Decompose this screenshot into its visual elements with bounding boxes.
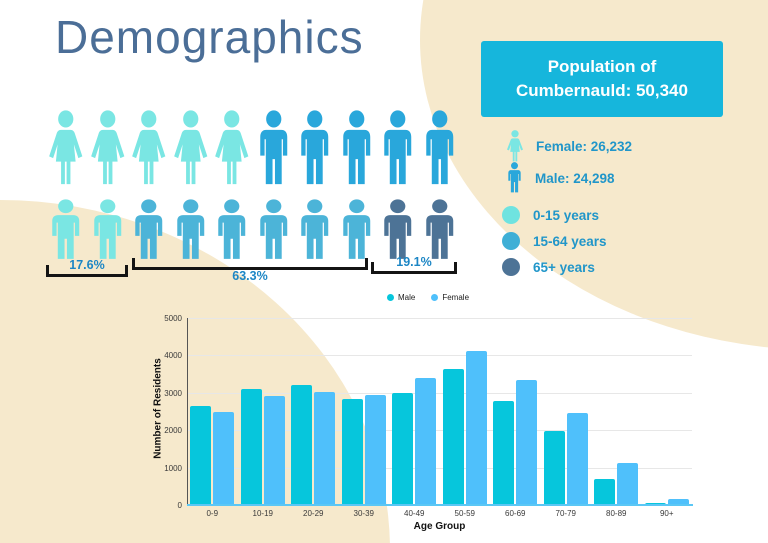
bracket-tick bbox=[46, 265, 49, 277]
gridline-2000 bbox=[187, 430, 692, 432]
legend-label: Female bbox=[442, 293, 470, 302]
x-tick-label-60-69: 60-69 bbox=[505, 509, 526, 518]
legend-label: Male bbox=[398, 293, 416, 302]
y-tick-label-4000: 4000 bbox=[164, 351, 182, 361]
y-tick-label-2000: 2000 bbox=[164, 426, 182, 436]
age-legend-label: 15-64 years bbox=[533, 233, 607, 249]
bracket-tick bbox=[365, 258, 368, 270]
bar-female-0-9 bbox=[213, 411, 235, 505]
bar-female-40-49 bbox=[415, 378, 437, 505]
bracket-tick bbox=[125, 265, 128, 277]
x-tick-label-40-49: 40-49 bbox=[404, 509, 425, 518]
bar-male-20-29 bbox=[291, 384, 313, 505]
age-legend-item-0-15: 0-15 years bbox=[502, 206, 599, 224]
bar-male-60-69 bbox=[493, 401, 515, 505]
bar-male-30-39 bbox=[341, 399, 363, 505]
gridline-1000 bbox=[187, 467, 692, 469]
age-legend-label: 0-15 years bbox=[533, 207, 600, 223]
chart-legend-item-male: Male bbox=[387, 293, 415, 302]
bar-male-70-79 bbox=[543, 430, 565, 505]
bar-female-20-29 bbox=[314, 392, 336, 505]
bracket-15-64: 63.3% bbox=[132, 255, 368, 283]
x-tick-label-10-19: 10-19 bbox=[252, 509, 273, 518]
chart-legend-item-female: Female bbox=[431, 293, 469, 302]
bracket-0-15-label: 17.6% bbox=[69, 258, 105, 272]
bar-male-50-59 bbox=[442, 368, 464, 505]
female-count-label: Female: 26,232 bbox=[536, 139, 633, 154]
bracket-tick bbox=[454, 262, 457, 274]
bar-male-90+ bbox=[644, 502, 666, 505]
bar-male-10-19 bbox=[240, 389, 262, 505]
page-title: Demographics bbox=[55, 11, 364, 63]
gridline-4000 bbox=[187, 355, 692, 357]
y-tick-label-3000: 3000 bbox=[164, 388, 182, 398]
age-legend-dot-icon bbox=[502, 258, 520, 276]
gridline-3000 bbox=[187, 392, 692, 394]
y-axis-title: Number of Residents bbox=[152, 358, 164, 459]
age-legend-label: 65+ years bbox=[533, 259, 595, 275]
bracket-0-15: 17.6% bbox=[46, 258, 128, 277]
x-tick-label-50-59: 50-59 bbox=[454, 509, 475, 518]
age-legend-item-15-64: 15-64 years bbox=[502, 232, 607, 250]
bar-male-0-9 bbox=[190, 405, 212, 505]
bar-female-10-19 bbox=[263, 395, 285, 505]
bar-male-40-49 bbox=[392, 392, 414, 505]
bracket-15-64-label: 63.3% bbox=[232, 269, 268, 283]
x-axis-line bbox=[187, 504, 693, 506]
bar-male-80-89 bbox=[594, 478, 616, 505]
x-tick-label-90+: 90+ bbox=[659, 509, 674, 518]
bar-female-80-89 bbox=[617, 462, 639, 505]
population-box-line1: Population of bbox=[547, 56, 657, 76]
x-tick-label-80-89: 80-89 bbox=[606, 509, 627, 518]
bar-female-70-79 bbox=[566, 413, 588, 505]
male-count-label: Male: 24,298 bbox=[535, 170, 615, 186]
female-stat: Female: 26,232 bbox=[505, 130, 632, 163]
legend-dot-icon bbox=[387, 294, 394, 301]
bar-female-50-59 bbox=[465, 350, 487, 505]
population-box-line2: Cumbernauld: 50,340 bbox=[516, 80, 688, 100]
y-tick-label-1000: 1000 bbox=[164, 463, 182, 473]
population-box: Population of Cumbernauld: 50,340 bbox=[481, 41, 723, 117]
y-axis-line bbox=[187, 318, 188, 505]
bracket-tick bbox=[371, 262, 374, 274]
male-stat: Male: 24,298 bbox=[505, 162, 615, 194]
age-legend-dot-icon bbox=[502, 206, 520, 224]
y-tick-label-5000: 5000 bbox=[164, 314, 182, 323]
gridline-5000 bbox=[187, 318, 692, 319]
legend-dot-icon bbox=[431, 294, 439, 301]
bar-female-30-39 bbox=[364, 394, 386, 505]
bracket-65plus: 19.1% bbox=[371, 255, 457, 274]
age-legend-dot-icon bbox=[502, 232, 520, 250]
x-tick-label-30-39: 30-39 bbox=[353, 509, 374, 518]
chart-legend: Male Female bbox=[387, 293, 469, 302]
bracket-65plus-label: 19.1% bbox=[396, 255, 432, 269]
x-tick-label-0-9: 0-9 bbox=[206, 509, 219, 518]
bar-female-60-69 bbox=[516, 380, 538, 505]
x-tick-label-20-29: 20-29 bbox=[303, 509, 324, 518]
x-tick-label-70-79: 70-79 bbox=[555, 509, 576, 518]
bracket-tick bbox=[132, 258, 135, 270]
bar-female-90+ bbox=[667, 499, 689, 505]
age-legend-item-65plus: 65+ years bbox=[502, 258, 595, 276]
y-tick-label-0: 0 bbox=[177, 501, 182, 510]
x-axis-title: Age Group bbox=[413, 521, 466, 532]
